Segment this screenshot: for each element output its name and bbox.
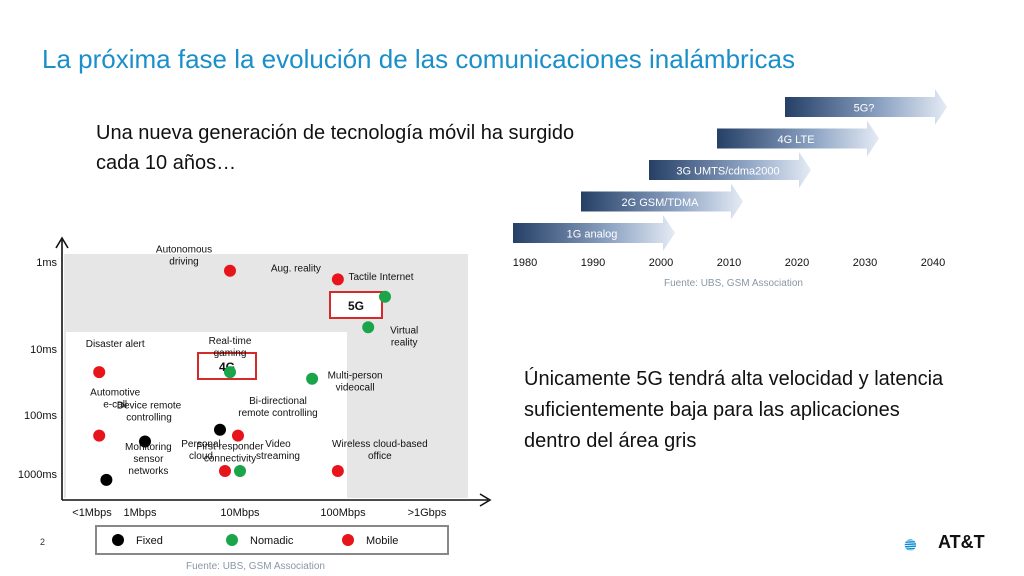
scatter-point-label: Aug. reality (271, 263, 321, 274)
slide-subtitle: Una nueva generación de tecnología móvil… (96, 122, 575, 174)
legend-marker (112, 534, 124, 546)
y-tick-label: 100ms (24, 410, 58, 422)
legend-label: Fixed (136, 535, 163, 547)
source-top: Fuente: UBS, GSM Association (664, 278, 803, 289)
timeline-year-label: 2030 (853, 257, 877, 269)
scatter-point-label: Bi-directional remote controlling (238, 396, 317, 419)
timeline-generation-label: 3G UMTS/cdma2000 (676, 166, 779, 178)
scatter-point (100, 473, 113, 486)
timeline-year-label: 2020 (785, 257, 809, 269)
scatter-point-label: Real-time gaming (209, 336, 252, 359)
timeline-generation-label: 2G GSM/TDMA (621, 197, 699, 209)
scatter-point-label: Personal cloud (181, 439, 220, 462)
scatter-point (362, 321, 375, 334)
timeline-year-label: 2040 (921, 257, 945, 269)
scatter-point-label: Virtual reality (390, 325, 418, 348)
timeline-generation-arrow: 2G GSM/TDMA (581, 183, 743, 220)
legend-label: Nomadic (250, 535, 294, 547)
svg-text:5G: 5G (348, 299, 364, 313)
latency-bandwidth-chart: 1ms 10ms 100ms 1000ms <1Mbps 1Mbps 10Mbps 100M… (18, 236, 492, 555)
timeline-arrow-shape (649, 152, 811, 188)
scatter-point-label: Device remote controlling (117, 401, 182, 424)
legend-entry: Fixed (112, 534, 163, 547)
scatter-point (93, 366, 106, 379)
scatter-point (234, 465, 246, 478)
scatter-point-label: Monitoring sensor networks (125, 442, 172, 477)
scatter-point-label: Autonomous driving (156, 245, 212, 268)
x-tick-label: >1Gbps (408, 507, 447, 519)
region-5g: 5G (329, 291, 383, 319)
x-tick-label: <1Mbps (72, 507, 112, 519)
legend-entry: Nomadic (226, 534, 294, 547)
scatter-point (306, 372, 319, 385)
timeline-generation-label: 4G LTE (777, 134, 814, 146)
att-logo-text: AT&T (938, 532, 985, 552)
scatter-point (139, 435, 151, 448)
x-tick-label: 10Mbps (220, 507, 260, 519)
timeline-year-label: 2010 (717, 257, 741, 269)
att-globe-icon (904, 539, 917, 551)
scatter-point (224, 264, 236, 277)
scatter-point (214, 423, 226, 436)
chart-legend: Fixed Nomadic Mobile (95, 525, 449, 555)
page-number: 2 (40, 537, 46, 547)
slide-title: La próxima fase la evolución de las comu… (42, 44, 795, 74)
scatter-point (331, 273, 344, 286)
x-tick-label: 100Mbps (320, 507, 366, 519)
legend-marker (226, 534, 238, 546)
generation-timeline-chart: 1G analog 2G GSM/TDMA 3G UMTS/cdma2000 4G L… (513, 89, 947, 269)
timeline-generation-arrow: 3G UMTS/cdma2000 (649, 152, 811, 188)
scatter-point (232, 429, 244, 442)
timeline-arrow-shape (513, 215, 675, 251)
scatter-point-label: Wireless cloud-based office (332, 439, 428, 462)
scatter-point-label: First responder connectivity (196, 442, 264, 465)
slide-note: Únicamente 5G tendrá alta velocidad y la… (524, 368, 944, 452)
scatter-point-label: Disaster alert (86, 339, 145, 350)
scatter-point (93, 429, 106, 442)
timeline-arrow-shape (785, 89, 947, 125)
y-tick-label: 1ms (36, 257, 57, 269)
scatter-point (224, 366, 236, 379)
timeline-year-label: 2000 (649, 257, 673, 269)
scatter-point-label: Tactile Internet (348, 272, 413, 283)
scatter-point-label: Automotive e-call (90, 388, 140, 411)
timeline-generation-arrow: 1G analog (513, 215, 675, 251)
timeline-year-label: 1980 (513, 257, 537, 269)
timeline-generation-arrow: 4G LTE (717, 120, 879, 157)
legend-entry: Mobile (342, 534, 398, 547)
legend-marker (342, 534, 354, 546)
scatter-point-label: Video streaming (256, 439, 300, 462)
scatter-point (379, 290, 391, 303)
timeline-generation-arrow: 5G? (785, 89, 947, 125)
scatter-point (219, 465, 231, 478)
legend-label: Mobile (366, 535, 398, 547)
timeline-generation-label: 5G? (854, 103, 875, 115)
timeline-arrow-shape (581, 183, 743, 220)
scatter-point (331, 465, 344, 478)
timeline-year-label: 1990 (581, 257, 605, 269)
x-tick-label: 1Mbps (123, 507, 157, 519)
y-tick-label: 10ms (30, 344, 57, 356)
timeline-arrow-shape (717, 120, 879, 157)
timeline-generation-label: 1G analog (567, 229, 618, 241)
y-tick-label: 1000ms (18, 469, 58, 481)
scatter-point-label: Multi-person videocall (328, 371, 383, 394)
source-bottom: Fuente: UBS, GSM Association (186, 561, 325, 572)
